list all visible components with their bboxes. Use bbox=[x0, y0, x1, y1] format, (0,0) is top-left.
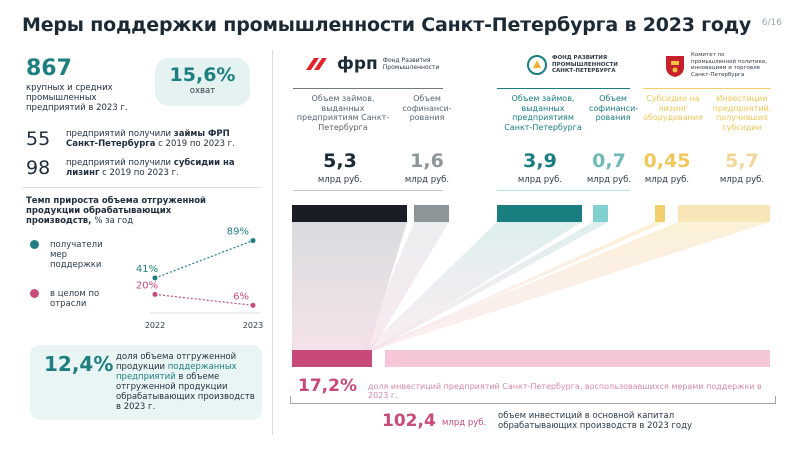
col5-head: Субсидии на лизинг оборудования bbox=[643, 94, 703, 122]
frp-logo-text: фрп bbox=[337, 54, 378, 74]
investment-share-value: 17,2% bbox=[298, 376, 357, 396]
coverage-value: 15,6% bbox=[169, 64, 236, 86]
legend-label-industry: в целом по отрасли bbox=[50, 289, 100, 309]
share-text-b: поддержанных предприятий bbox=[116, 362, 237, 382]
committee-logo: Комитет по промышленной политике, иннова… bbox=[664, 52, 771, 78]
loans-count: 55 bbox=[26, 128, 51, 150]
col3-value: 3,9 bbox=[523, 150, 557, 172]
col6-unit: млрд руб. bbox=[719, 175, 765, 185]
col5-bar bbox=[655, 205, 665, 222]
col6-head: Инвестиции предприятий, получивших субси… bbox=[712, 94, 772, 132]
committee-name: Комитет по промышленной политике, иннова… bbox=[691, 52, 768, 78]
legend-marker-industry bbox=[30, 289, 39, 298]
enterprises-text: крупных и средних промышленных предприят… bbox=[26, 83, 128, 113]
x-tick-2022: 2022 bbox=[145, 321, 165, 330]
col1-bar bbox=[292, 205, 407, 222]
total-investment-unit: млрд руб. bbox=[442, 418, 487, 428]
share-text-c: в объеме отгруженной продукции обрабатыв… bbox=[116, 372, 255, 412]
series-0-label-0: 41% bbox=[136, 264, 158, 275]
series-1-point-1 bbox=[250, 302, 256, 308]
frp-name: Фонд Развития Промышленности bbox=[382, 57, 440, 71]
committee-bracket bbox=[643, 88, 771, 89]
col3-head: Объем займов, выданных предприятиям Санк… bbox=[504, 94, 582, 132]
loans-text-c: Санкт-Петербурга bbox=[66, 139, 156, 149]
subsidies-text-a: предприятий получили bbox=[66, 158, 174, 168]
coverage-pill: 15,6% охват bbox=[155, 58, 250, 106]
col2-unit: млрд руб. bbox=[404, 175, 450, 185]
col2-bar bbox=[414, 205, 449, 222]
frp-arrows-icon bbox=[306, 58, 327, 70]
col4-bar bbox=[593, 205, 608, 222]
vertical-divider bbox=[272, 50, 273, 435]
loans-text-d: с 2019 по 2023 г. bbox=[155, 139, 235, 149]
subsidies-count: 98 bbox=[26, 157, 51, 179]
series-1-label-1: 6% bbox=[233, 291, 249, 302]
total-investment-text: объем инвестиций в основной капитал обра… bbox=[498, 411, 693, 431]
col5-value: 0,45 bbox=[643, 150, 691, 172]
col4-head: Объем софинанси-рования bbox=[589, 94, 639, 122]
total-investment-value: 102,4 bbox=[382, 411, 436, 431]
growth-line-chart: 41% 89% 20% 6% 2022 2023 bbox=[136, 227, 263, 330]
col5-unit: млрд руб. bbox=[644, 175, 690, 185]
frp-value-bracket bbox=[293, 190, 443, 191]
supported-investment-bar bbox=[292, 350, 372, 367]
loans-text-b: займы ФРП bbox=[173, 129, 230, 139]
coverage-label: охват bbox=[189, 86, 216, 96]
subsidies-text-c: с 2019 по 2023 г. bbox=[99, 168, 179, 178]
page-title: Меры поддержки промышленности Санкт-Пете… bbox=[22, 14, 752, 36]
col3-bar bbox=[497, 205, 582, 222]
frp-spb-name: ФОНД РАЗВИТИЯ ПРОМЫШЛЕННОСТИ САНКТ-ПЕТЕР… bbox=[552, 55, 618, 75]
series-0-point-0 bbox=[152, 275, 158, 281]
col6-value: 5,7 bbox=[725, 150, 759, 172]
frp-bracket bbox=[293, 88, 443, 89]
x-tick-2023: 2023 bbox=[243, 321, 263, 330]
share-value: 12,4% bbox=[44, 352, 114, 376]
loans-text-a: предприятий получили bbox=[66, 129, 174, 139]
legend-label-supported: получатели мер поддержки bbox=[50, 240, 103, 270]
frp-spb-logo: ФОНД РАЗВИТИЯ ПРОМЫШЛЕННОСТИ САНКТ-ПЕТЕР… bbox=[527, 54, 624, 76]
growth-title: Темп прироста объема отгруженной продукц… bbox=[26, 196, 216, 226]
investment-share-text: доля инвестиций предприятий Санкт-Петерб… bbox=[368, 382, 762, 400]
col1-unit: млрд руб. bbox=[317, 175, 363, 185]
loans-text: предприятий получили займы ФРП Санкт-Пет… bbox=[66, 129, 256, 149]
left-divider bbox=[22, 187, 262, 188]
col1-head: Объем займов, выданных предприятиям Санк… bbox=[296, 94, 390, 132]
share-box bbox=[30, 345, 262, 420]
total-investment-bar bbox=[385, 350, 770, 367]
col1-value: 5,3 bbox=[323, 150, 357, 172]
col4-unit: млрд руб. bbox=[586, 175, 632, 185]
frp-spb-emblem-icon bbox=[527, 55, 547, 75]
series-line-0 bbox=[154, 240, 254, 279]
subsidies-text: предприятий получили субсидии на лизинг … bbox=[66, 158, 246, 178]
enterprises-count: 867 bbox=[26, 56, 72, 81]
series-1-label-0: 20% bbox=[136, 280, 158, 291]
share-text-a: доля объема отгруженной продукции bbox=[116, 352, 237, 372]
growth-title-text: Темп прироста объема отгруженной продукц… bbox=[26, 196, 207, 226]
series-line-1 bbox=[154, 293, 254, 306]
series-1-point-0 bbox=[152, 291, 158, 297]
total-bracket bbox=[290, 396, 776, 404]
col6-bar bbox=[678, 205, 770, 222]
frp-spb-value-bracket bbox=[497, 190, 630, 191]
subsidies-text-b: субсидии на лизинг bbox=[66, 158, 235, 178]
growth-unit: % за год bbox=[94, 216, 134, 226]
city-coat-of-arms-icon bbox=[666, 56, 684, 77]
share-text: доля объема отгруженной продукции поддер… bbox=[116, 352, 256, 412]
legend-marker-supported bbox=[30, 240, 39, 249]
frp-logo: фрп Фонд Развития Промышленности bbox=[306, 54, 439, 74]
col3-unit: млрд руб. bbox=[517, 175, 563, 185]
frp-spb-bracket bbox=[497, 88, 630, 89]
col4-value: 0,7 bbox=[592, 150, 626, 172]
series-0-label-1: 89% bbox=[227, 227, 249, 238]
page-number: 6/16 bbox=[761, 18, 782, 28]
col2-head: Объем софинанси-рования bbox=[402, 94, 452, 122]
series-0-point-1 bbox=[250, 238, 256, 244]
funnel-rays bbox=[292, 222, 770, 350]
col2-value: 1,6 bbox=[410, 150, 444, 172]
